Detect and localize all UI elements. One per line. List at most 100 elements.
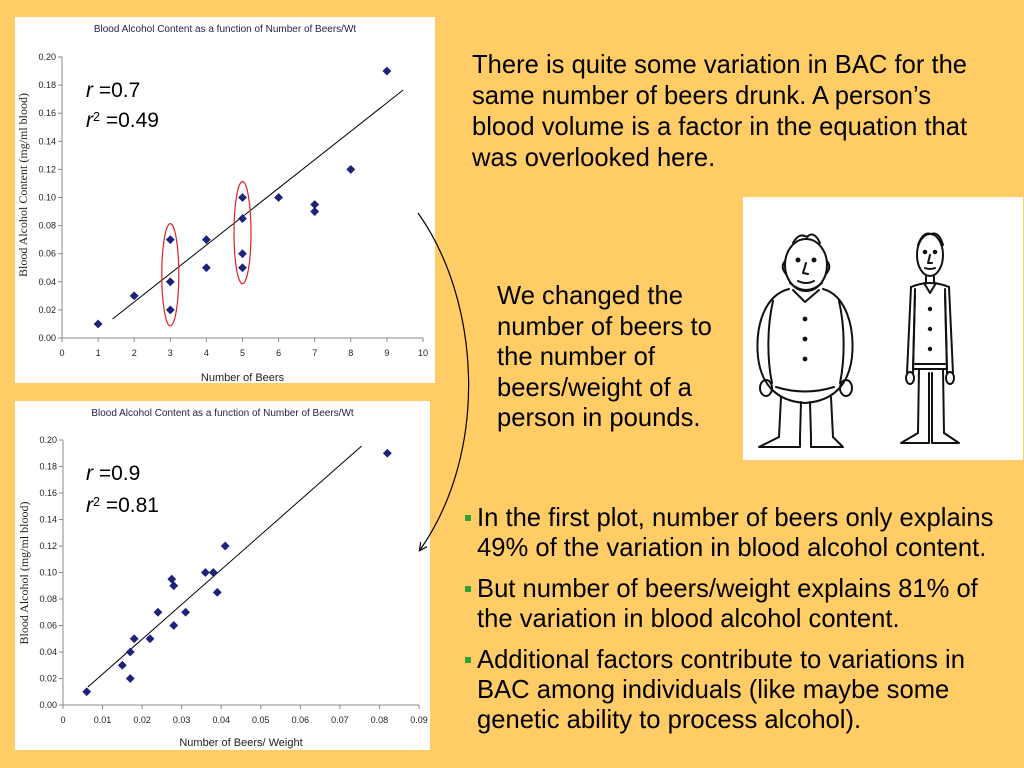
y-tick-label: 0.00 xyxy=(38,333,56,343)
x-tick-label: 0.01 xyxy=(94,715,112,725)
y-tick-label: 0.10 xyxy=(38,193,56,203)
x-tick-label: 7 xyxy=(312,348,317,358)
data-point-diamond xyxy=(145,634,155,644)
bullet-line: BAC among individuals (like maybe some xyxy=(477,676,950,704)
chart-bac-vs-beers-per-weight: Blood Alcohol Content as a function of N… xyxy=(15,401,430,750)
data-point-diamond xyxy=(382,448,392,458)
green-square-bullet-icon xyxy=(465,586,471,592)
chart1-r-squared-annotation: r2 =0.49 xyxy=(86,110,159,131)
x-tick-label: 0.08 xyxy=(371,715,389,725)
data-point-diamond xyxy=(93,319,103,329)
change-note-line: We changed the xyxy=(497,282,683,310)
data-point-diamond xyxy=(310,207,320,216)
x-tick-label: 9 xyxy=(384,348,389,358)
r-value: =0.7 xyxy=(93,79,141,102)
cartoon-drawing xyxy=(756,232,960,448)
y-tick-label: 0.06 xyxy=(39,621,57,631)
chart1-r-annotation: r =0.7 xyxy=(86,80,140,101)
y-tick-label: 0.00 xyxy=(39,700,57,710)
x-tick-label: 2 xyxy=(132,348,137,358)
r-value: =0.9 xyxy=(93,462,141,485)
r-symbol: r xyxy=(86,79,93,102)
intro-line: same number of beers drunk. A person’s xyxy=(472,82,932,110)
curved-arrow-path xyxy=(417,212,470,550)
green-square-bullet-icon xyxy=(465,515,471,521)
chart-bac-vs-beers-per-weight-plot: Blood Alcohol Content as a function of N… xyxy=(17,408,428,749)
bullet-line: But number of beers/weight explains 81% … xyxy=(477,575,978,603)
y-tick-label: 0.10 xyxy=(39,568,57,578)
chart-title: Blood Alcohol Content as a function of N… xyxy=(91,408,354,419)
bullet-item: In the first plot, number of beers only … xyxy=(465,503,994,563)
x-tick-label: 6 xyxy=(276,348,281,358)
bullet-line: the variation in blood alcohol content. xyxy=(477,605,900,633)
data-point-diamond xyxy=(125,674,135,683)
intro-line: was overlooked here. xyxy=(472,144,716,172)
y-tick-label: 0.12 xyxy=(39,541,57,551)
curved-arrow xyxy=(417,212,470,570)
x-tick-label: 5 xyxy=(240,348,245,358)
change-note-paragraph: We changed the number of beers to the nu… xyxy=(497,281,712,434)
x-tick-label: 10 xyxy=(418,348,428,358)
r-symbol: r xyxy=(86,494,93,517)
x-tick-label: 0 xyxy=(59,348,64,358)
data-point-diamond xyxy=(220,541,230,551)
data-point-diamond xyxy=(117,660,127,670)
r-symbol: r xyxy=(86,109,93,132)
chart-title: Blood Alcohol Content as a function of N… xyxy=(94,24,357,35)
y-axis-label: Blood Alcohol Content (mg/ml blood) xyxy=(16,93,30,277)
y-tick-label: 0.18 xyxy=(38,80,56,90)
data-point-diamond xyxy=(165,235,175,245)
y-tick-label: 0.08 xyxy=(39,594,57,604)
r-exponent: 2 xyxy=(93,495,101,510)
data-point-diamond xyxy=(169,621,179,630)
y-tick-label: 0.14 xyxy=(38,136,56,146)
y-tick-label: 0.14 xyxy=(39,515,57,525)
chart2-r-squared-annotation: r2 =0.81 xyxy=(86,495,159,516)
r-squared-value: =0.81 xyxy=(100,494,159,517)
trendline xyxy=(87,445,362,688)
y-axis-label: Blood Alcohol (mg/ml blood) xyxy=(17,501,31,644)
y-tick-label: 0.12 xyxy=(38,164,56,174)
y-tick-label: 0.18 xyxy=(39,462,57,472)
highlight-ellipse xyxy=(233,180,252,285)
data-point-diamond xyxy=(181,607,191,617)
data-point-diamond xyxy=(165,305,175,315)
x-tick-label: 8 xyxy=(348,348,353,358)
x-tick-label: 0.04 xyxy=(212,715,230,725)
x-tick-label: 0.06 xyxy=(292,715,310,725)
y-tick-label: 0.16 xyxy=(38,108,56,118)
highlight-ellipse xyxy=(161,223,180,327)
x-tick-label: 3 xyxy=(168,348,173,358)
x-tick-label: 0.07 xyxy=(331,715,349,725)
x-axis-label: Number of Beers/ Weight xyxy=(179,737,302,749)
data-point-diamond xyxy=(238,249,247,259)
change-note-line: person in pounds. xyxy=(497,404,701,432)
data-point-diamond xyxy=(208,568,218,577)
bullet-item: But number of beers/weight explains 81% … xyxy=(465,574,993,634)
data-point-diamond xyxy=(201,235,211,245)
trendline xyxy=(112,89,404,320)
bullet-line: In the first plot, number of beers only … xyxy=(477,504,994,532)
chart2-r-annotation: r =0.9 xyxy=(86,463,140,484)
y-tick-label: 0.16 xyxy=(39,488,57,498)
chart-bac-vs-number-of-beers: Blood Alcohol Content as a function of N… xyxy=(15,17,435,383)
data-point-diamond xyxy=(238,263,247,273)
x-tick-label: 0.02 xyxy=(133,715,151,725)
data-point-diamond xyxy=(129,291,139,301)
y-tick-label: 0.02 xyxy=(39,674,57,684)
x-tick-label: 1 xyxy=(96,348,101,358)
x-tick-label: 0.03 xyxy=(173,715,191,725)
data-point-diamond xyxy=(274,193,284,202)
intro-paragraph: There is quite some variation in BAC for… xyxy=(472,50,967,174)
green-square-bullet-icon xyxy=(465,657,471,663)
y-tick-label: 0.20 xyxy=(39,435,57,445)
bullet-item: Additional factors contribute to variati… xyxy=(465,645,993,735)
chart-bac-vs-number-of-beers-plot: Blood Alcohol Content as a function of N… xyxy=(16,24,428,383)
thin-man-figure xyxy=(900,232,960,444)
y-tick-label: 0.06 xyxy=(38,249,56,259)
x-tick-label: 0.09 xyxy=(410,715,428,725)
change-note-line: the number of xyxy=(497,343,655,371)
data-point-diamond xyxy=(382,66,392,76)
x-tick-label: 4 xyxy=(204,348,209,358)
